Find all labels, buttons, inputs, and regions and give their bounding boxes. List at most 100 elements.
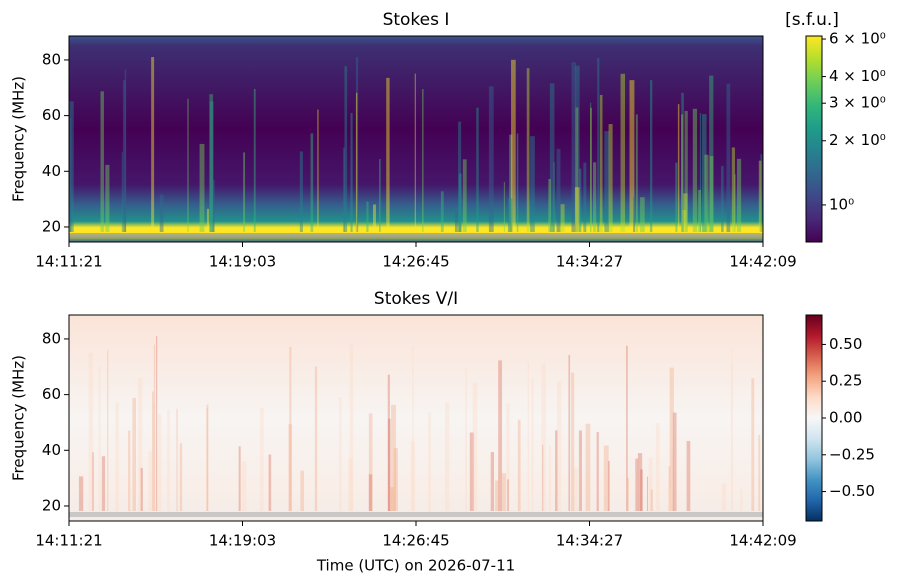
- texture-streak: [317, 109, 319, 232]
- texture-streak: [253, 88, 256, 232]
- colorbar-label: [s.f.u.]: [785, 10, 839, 30]
- x-tick-label: 14:11:21: [35, 532, 102, 550]
- texture-streak: [288, 424, 292, 511]
- texture-streak: [128, 430, 131, 511]
- texture-streak: [699, 113, 702, 232]
- x-tick-label: 14:11:21: [35, 253, 102, 271]
- texture-streak: [731, 347, 733, 511]
- texture-streak: [736, 158, 742, 232]
- y-tick-label: 60: [42, 106, 61, 124]
- texture-streak: [299, 151, 303, 232]
- colorbar: [806, 36, 822, 242]
- texture-streak: [675, 162, 678, 232]
- band-line: [69, 233, 763, 238]
- texture-streak: [502, 473, 506, 511]
- texture-streak: [548, 445, 551, 511]
- texture-streak: [107, 350, 109, 511]
- texture-streak: [368, 474, 373, 511]
- texture-streak: [206, 208, 210, 232]
- texture-streak: [734, 174, 736, 232]
- texture-streak: [462, 159, 467, 232]
- texture-streak: [507, 198, 513, 232]
- texture-streak: [597, 58, 600, 232]
- texture-streak: [167, 409, 170, 511]
- texture-streak: [176, 409, 178, 511]
- texture-streak: [667, 486, 672, 511]
- texture-streak: [760, 154, 763, 232]
- texture-streak: [158, 414, 162, 511]
- texture-streak: [721, 166, 724, 232]
- texture-streak: [590, 107, 592, 232]
- texture-streak: [517, 419, 521, 511]
- texture-streak: [682, 193, 688, 232]
- texture-streak: [573, 468, 579, 511]
- texture-streak: [635, 458, 639, 511]
- colorbar-tick-label: 2 × 10⁰: [829, 131, 886, 149]
- texture-streak: [629, 80, 635, 232]
- texture-streak: [575, 65, 580, 232]
- texture-streak: [648, 457, 653, 511]
- y-tick-label: 80: [42, 329, 61, 347]
- texture-streak: [599, 94, 603, 232]
- texture-streak: [445, 402, 450, 511]
- texture-streak: [179, 443, 183, 511]
- colorbar-tick-label: 4 × 10⁰: [829, 67, 886, 85]
- texture-streak: [100, 91, 104, 232]
- texture-streak: [388, 418, 391, 511]
- x-tick-label: 14:26:45: [382, 253, 449, 271]
- texture-streak: [92, 452, 94, 511]
- texture-streak: [259, 407, 264, 511]
- x-tick-label: 14:42:09: [729, 253, 796, 271]
- texture-streak: [655, 423, 660, 511]
- texture-streak: [156, 335, 158, 511]
- texture-streak: [386, 77, 390, 232]
- texture-streak: [458, 173, 462, 232]
- texture-streak: [578, 430, 582, 511]
- texture-streak: [132, 397, 136, 511]
- texture-streak: [366, 201, 369, 232]
- texture-streak: [740, 489, 743, 511]
- texture-streak: [503, 182, 505, 232]
- texture-streak: [422, 89, 424, 232]
- texture-streak: [209, 94, 214, 233]
- texture-streak: [153, 403, 156, 511]
- texture-streak: [608, 124, 613, 232]
- texture-streak: [105, 164, 110, 232]
- texture-streak: [78, 476, 84, 511]
- texture-streak: [506, 403, 510, 511]
- texture-streak: [69, 101, 74, 232]
- texture-streak: [669, 367, 674, 511]
- texture-streak: [672, 454, 674, 511]
- texture-streak: [668, 466, 671, 511]
- texture-streak: [199, 143, 205, 232]
- spectrogram-image: [69, 315, 763, 521]
- texture-streak: [726, 83, 731, 232]
- texture-streak: [187, 98, 189, 232]
- texture-streak: [373, 204, 376, 232]
- texture-streak: [758, 160, 762, 232]
- texture-streak: [579, 168, 582, 232]
- texture-streak: [557, 381, 562, 511]
- texture-streak: [310, 133, 314, 232]
- texture-streak: [159, 194, 164, 232]
- colorbar-tick-label: 3 × 10⁰: [829, 94, 886, 112]
- texture-streak: [627, 477, 629, 511]
- texture-streak: [560, 204, 565, 232]
- texture-streak: [704, 154, 709, 232]
- texture-streak: [387, 374, 390, 511]
- texture-streak: [212, 179, 215, 232]
- texture-streak: [115, 402, 119, 511]
- texture-streak: [389, 487, 395, 511]
- texture-streak: [585, 423, 591, 511]
- texture-streak: [649, 80, 653, 232]
- texture-streak: [698, 189, 701, 232]
- texture-streak: [681, 92, 684, 232]
- texture-streak: [209, 101, 214, 233]
- texture-streak: [593, 162, 597, 232]
- texture-streak: [151, 391, 154, 511]
- texture-streak: [349, 343, 354, 511]
- texture-streak: [640, 469, 643, 511]
- texture-streak: [531, 377, 534, 511]
- texture-streak: [701, 114, 707, 232]
- texture-streak: [526, 68, 530, 232]
